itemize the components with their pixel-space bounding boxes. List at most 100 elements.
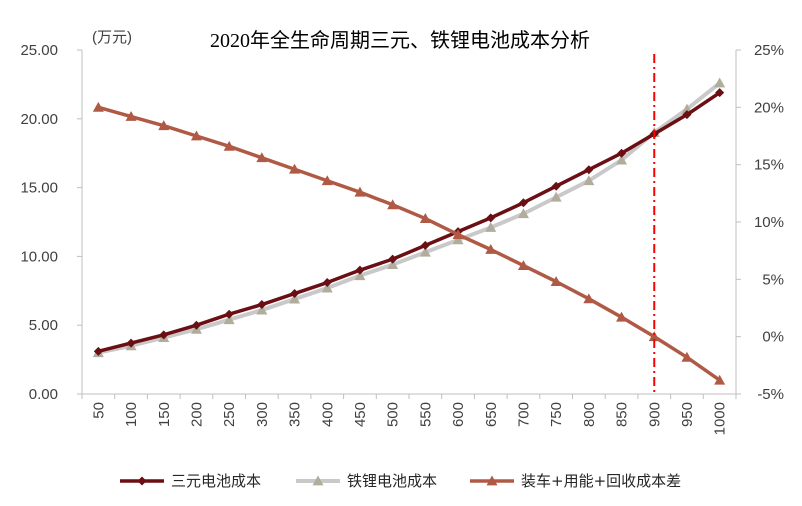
x-axis-tick-label: 900	[646, 402, 663, 427]
data-point	[289, 293, 301, 304]
data-point	[256, 152, 268, 163]
data-point	[419, 246, 431, 257]
series-line	[96, 90, 722, 354]
left-axis-tick-label: 15.00	[20, 180, 58, 197]
data-point	[93, 346, 103, 356]
data-point	[714, 374, 726, 385]
data-point	[290, 289, 300, 299]
data-point	[550, 191, 562, 202]
right-axis-tick-label: -5%	[757, 386, 784, 403]
data-point	[715, 88, 725, 98]
x-axis-tick-label: 400	[319, 402, 336, 427]
data-point	[223, 314, 235, 325]
x-axis-tick-label: 250	[221, 402, 238, 427]
x-axis-tick-label: 50	[90, 402, 107, 419]
x-axis-tick-label: 300	[254, 402, 271, 427]
data-point	[616, 311, 628, 322]
legend-label: 装车+用能+回收成本差	[521, 472, 681, 490]
data-point	[223, 140, 235, 151]
series-layer	[92, 54, 726, 394]
series-line	[96, 105, 722, 382]
legend-item-1: 铁锂电池成本	[296, 472, 437, 490]
left-axis-tick-label: 20.00	[20, 111, 58, 128]
data-point	[354, 270, 366, 281]
x-axis-tick-label: 750	[548, 402, 565, 427]
data-point	[452, 229, 464, 240]
legend-marker	[137, 476, 147, 486]
legend-marker	[312, 475, 324, 486]
series-0	[93, 88, 725, 356]
data-point	[355, 265, 365, 275]
x-axis-tick-label: 700	[515, 402, 532, 427]
data-point	[224, 309, 234, 319]
data-point	[387, 199, 399, 210]
series-2	[92, 101, 726, 385]
data-point	[583, 293, 595, 304]
data-point	[485, 222, 497, 232]
legend-item-2: 装车+用能+回收成本差	[470, 472, 681, 490]
legend-label: 三元电池成本	[171, 472, 261, 490]
legend-label: 铁锂电池成本	[347, 472, 437, 490]
x-axis-tick-label: 600	[450, 402, 467, 427]
left-axis-unit-label: (万元)	[92, 29, 132, 46]
axes: 0.00 5.00 10.00 15.00 20.00 25.00 -5% 0% 5% 10% 15…	[20, 42, 784, 435]
left-axis-tick-label: 5.00	[29, 317, 58, 334]
x-axis-tick-label: 200	[188, 402, 205, 427]
x-axis-tick-label: 500	[385, 402, 402, 427]
data-point	[420, 240, 430, 250]
data-point	[125, 111, 137, 121]
data-point	[452, 234, 464, 245]
x-axis-tick-label: 100	[123, 402, 140, 427]
right-axis-tick-label: 5%	[762, 271, 784, 288]
legend-marker	[486, 475, 498, 486]
series-1	[92, 77, 726, 358]
data-point	[617, 148, 627, 158]
chart-title: 2020年全生命周期三元、铁锂电池成本分析	[210, 29, 590, 52]
data-point	[517, 208, 529, 219]
right-axis-tick-label: 0%	[762, 329, 784, 346]
data-point	[92, 101, 104, 112]
x-axis-tick-label: 850	[614, 402, 631, 427]
x-axis-tick-label: 450	[352, 402, 369, 427]
x-axis-tick-label: 800	[581, 402, 598, 427]
data-point	[486, 213, 496, 223]
legend-item-0: 三元电池成本	[120, 472, 261, 490]
x-axis-tick-label: 1000	[712, 402, 729, 435]
data-point	[388, 254, 398, 264]
left-axis-tick-label: 0.00	[29, 386, 58, 403]
data-point	[648, 331, 660, 342]
x-axis-tick-label: 550	[417, 402, 434, 427]
left-axis-tick-label: 25.00	[20, 42, 58, 59]
data-point	[518, 198, 528, 208]
data-point	[583, 175, 595, 186]
left-axis-tick-label: 10.00	[20, 248, 58, 265]
data-point	[190, 130, 202, 141]
right-axis-tick-label: 25%	[754, 42, 784, 59]
data-point	[191, 320, 201, 330]
data-point	[321, 282, 333, 293]
data-point	[256, 304, 268, 315]
data-point	[322, 278, 332, 288]
x-axis-tick-label: 350	[287, 402, 304, 427]
data-point	[159, 330, 169, 340]
x-axis-tick-label: 950	[679, 402, 696, 427]
data-point	[321, 175, 333, 186]
data-point	[551, 181, 561, 191]
data-point	[419, 213, 431, 223]
data-point	[158, 120, 170, 131]
x-axis-tick-label: 150	[156, 402, 173, 427]
x-axis-tick-label: 650	[483, 402, 500, 427]
data-point	[550, 276, 562, 287]
data-point	[517, 260, 529, 270]
data-point	[485, 244, 497, 254]
data-point	[387, 259, 399, 270]
data-point	[681, 351, 693, 362]
data-point	[126, 338, 136, 348]
right-axis-tick-label: 10%	[754, 214, 784, 231]
right-axis-tick-label: 20%	[754, 99, 784, 116]
right-axis-tick-label: 15%	[754, 157, 784, 174]
data-point	[289, 163, 301, 174]
data-point	[682, 110, 692, 120]
